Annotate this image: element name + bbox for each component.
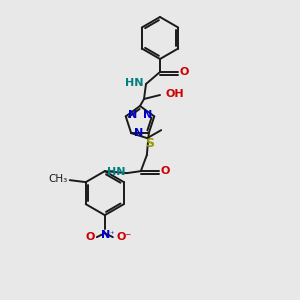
Text: ⁺: ⁺ [110, 230, 114, 239]
Text: S: S [145, 137, 154, 150]
Text: N: N [143, 110, 152, 120]
Text: OH: OH [165, 89, 184, 99]
Text: N: N [101, 230, 110, 240]
Text: O: O [180, 67, 189, 77]
Text: HN: HN [125, 78, 144, 88]
Text: N: N [128, 110, 137, 120]
Text: O: O [161, 166, 170, 176]
Text: O⁻: O⁻ [117, 232, 132, 242]
Text: N: N [134, 128, 143, 138]
Text: CH₃: CH₃ [49, 174, 68, 184]
Text: HN: HN [107, 167, 126, 177]
Text: O: O [85, 232, 95, 242]
